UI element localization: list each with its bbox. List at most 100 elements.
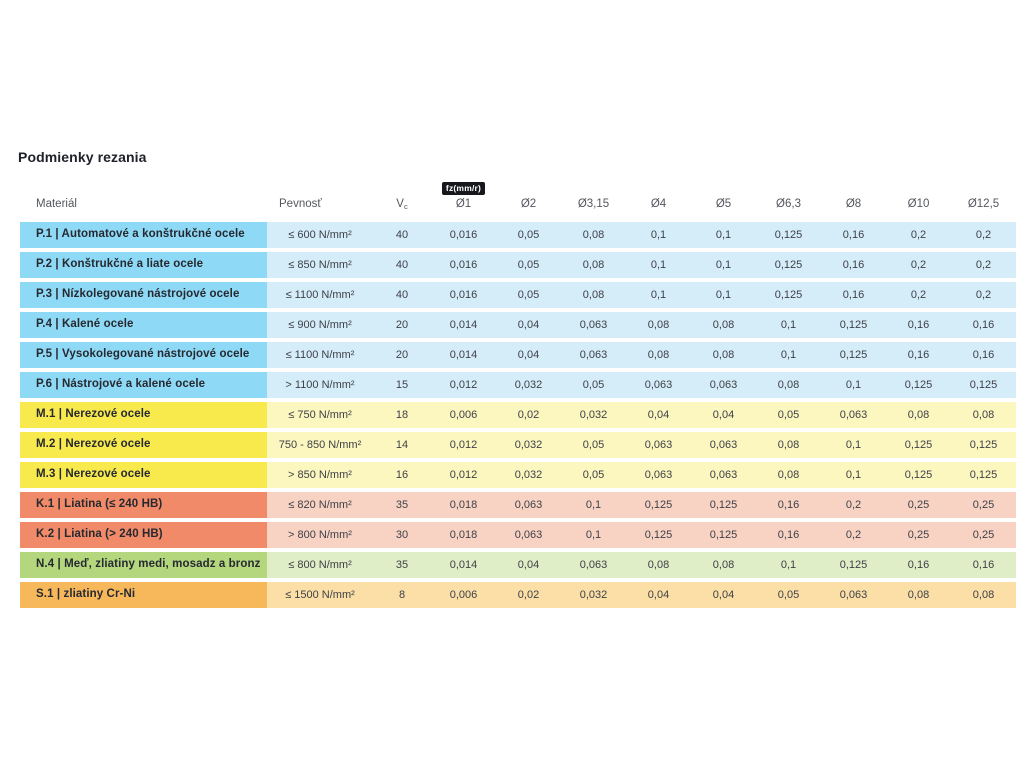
diameter-label: Ø3,15 <box>577 198 610 211</box>
fz-value-cell-d6: 0,05 <box>756 582 821 608</box>
fz-value-cell-d2: 0,063 <box>496 522 561 548</box>
diameter-label: Ø1 <box>455 198 472 211</box>
fz-value-cell-d1: 0,014 <box>431 312 496 338</box>
fz-value-cell-d5: 0,1 <box>691 222 756 248</box>
fz-value-cell-d9: 0,2 <box>951 282 1016 308</box>
fz-value-cell-d1: 0,016 <box>431 252 496 278</box>
fz-value-cell-d8: 0,08 <box>886 582 951 608</box>
fz-value-cell-d6: 0,1 <box>756 342 821 368</box>
fz-value-cell-d9: 0,125 <box>951 432 1016 458</box>
fz-value-cell-d5: 0,063 <box>691 372 756 398</box>
vc-cell: 35 <box>373 552 431 578</box>
vc-cell: 18 <box>373 402 431 428</box>
material-cell: P.1 | Automatové a konštrukčné ocele <box>20 222 267 248</box>
fz-value-cell-d3: 0,032 <box>561 582 626 608</box>
fz-value-cell-d9: 0,25 <box>951 522 1016 548</box>
fz-value-cell-d5: 0,1 <box>691 282 756 308</box>
fz-value-cell-d6: 0,1 <box>756 312 821 338</box>
page-title: Podmienky rezania <box>18 149 147 165</box>
cutting-conditions-table: Materiál Pevnosť Vc fz(mm/r) Ø1 Ø2 Ø3,15 Ø4 Ø… <box>20 179 1016 612</box>
fz-value-cell-d2: 0,032 <box>496 372 561 398</box>
diameter-label: Ø10 <box>907 198 930 211</box>
fz-value-cell-d4: 0,04 <box>626 402 691 428</box>
fz-value-cell-d2: 0,04 <box>496 342 561 368</box>
fz-value-cell-d8: 0,25 <box>886 492 951 518</box>
fz-unit-badge: fz(mm/r) <box>441 181 486 196</box>
table-row-P.2: P.2 | Konštrukčné a liate ocele ≤ 850 N/m… <box>20 252 1016 278</box>
diameter-label: Ø4 <box>650 198 667 211</box>
vc-cell: 40 <box>373 222 431 248</box>
fz-value-cell-d7: 0,1 <box>821 462 886 488</box>
pevnost-cell: > 850 N/mm² <box>267 462 373 488</box>
table-row-P.4: P.4 | Kalené ocele ≤ 900 N/mm² 20 0,014 0,04… <box>20 312 1016 338</box>
col-header-diameter-1: fz(mm/r) Ø1 <box>431 179 496 222</box>
fz-value-cell-d6: 0,16 <box>756 492 821 518</box>
fz-value-cell-d8: 0,16 <box>886 342 951 368</box>
fz-value-cell-d9: 0,08 <box>951 402 1016 428</box>
vc-cell: 30 <box>373 522 431 548</box>
vc-cell: 16 <box>373 462 431 488</box>
fz-value-cell-d4: 0,1 <box>626 282 691 308</box>
fz-value-cell-d4: 0,04 <box>626 582 691 608</box>
col-header-diameter-4: Ø4 <box>626 179 691 222</box>
vc-subscript: c <box>403 201 408 211</box>
fz-value-cell-d7: 0,16 <box>821 222 886 248</box>
material-cell: K.1 | Liatina (≤ 240 HB) <box>20 492 267 518</box>
fz-value-cell-d7: 0,1 <box>821 372 886 398</box>
fz-value-cell-d7: 0,1 <box>821 432 886 458</box>
fz-value-cell-d6: 0,125 <box>756 252 821 278</box>
fz-value-cell-d1: 0,018 <box>431 522 496 548</box>
fz-value-cell-d9: 0,08 <box>951 582 1016 608</box>
pevnost-cell: ≤ 1100 N/mm² <box>267 282 373 308</box>
table-row-P.5: P.5 | Vysokolegované nástrojové ocele ≤ 1… <box>20 342 1016 368</box>
fz-value-cell-d3: 0,08 <box>561 222 626 248</box>
fz-value-cell-d6: 0,08 <box>756 462 821 488</box>
table-row-N.4: N.4 | Meď, zliatiny medi, mosadz a bronz… <box>20 552 1016 578</box>
table-row-K.2: K.2 | Liatina (> 240 HB) > 800 N/mm² 30 0,0… <box>20 522 1016 548</box>
material-cell: M.3 | Nerezové ocele <box>20 462 267 488</box>
fz-value-cell-d9: 0,125 <box>951 462 1016 488</box>
fz-value-cell-d8: 0,2 <box>886 282 951 308</box>
diameter-label: Ø12,5 <box>967 198 1000 211</box>
fz-value-cell-d6: 0,05 <box>756 402 821 428</box>
fz-value-cell-d1: 0,012 <box>431 462 496 488</box>
col-header-diameter-6: Ø6,3 <box>756 179 821 222</box>
vc-cell: 15 <box>373 372 431 398</box>
fz-value-cell-d7: 0,2 <box>821 522 886 548</box>
fz-value-cell-d8: 0,08 <box>886 402 951 428</box>
col-header-diameter-5: Ø5 <box>691 179 756 222</box>
fz-value-cell-d5: 0,125 <box>691 492 756 518</box>
fz-value-cell-d6: 0,16 <box>756 522 821 548</box>
col-header-pevnost: Pevnosť <box>279 198 322 211</box>
fz-value-cell-d9: 0,2 <box>951 222 1016 248</box>
fz-value-cell-d9: 0,125 <box>951 372 1016 398</box>
fz-value-cell-d8: 0,2 <box>886 252 951 278</box>
fz-value-cell-d5: 0,04 <box>691 402 756 428</box>
fz-value-cell-d6: 0,08 <box>756 372 821 398</box>
fz-value-cell-d4: 0,1 <box>626 252 691 278</box>
table-body: P.1 | Automatové a konštrukčné ocele ≤ 60… <box>20 222 1016 608</box>
material-cell: P.5 | Vysokolegované nástrojové ocele <box>20 342 267 368</box>
fz-value-cell-d8: 0,125 <box>886 432 951 458</box>
fz-value-cell-d8: 0,2 <box>886 222 951 248</box>
diameter-label: Ø8 <box>845 198 862 211</box>
fz-value-cell-d3: 0,05 <box>561 432 626 458</box>
pevnost-cell: ≤ 820 N/mm² <box>267 492 373 518</box>
col-header-diameter-3: Ø3,15 <box>561 179 626 222</box>
fz-value-cell-d3: 0,05 <box>561 372 626 398</box>
fz-value-cell-d4: 0,063 <box>626 462 691 488</box>
fz-value-cell-d3: 0,063 <box>561 342 626 368</box>
diameter-label: Ø5 <box>715 198 732 211</box>
material-cell: N.4 | Meď, zliatiny medi, mosadz a bronz <box>20 552 267 578</box>
fz-value-cell-d3: 0,032 <box>561 402 626 428</box>
fz-value-cell-d3: 0,08 <box>561 252 626 278</box>
fz-value-cell-d2: 0,04 <box>496 552 561 578</box>
fz-value-cell-d5: 0,063 <box>691 432 756 458</box>
pevnost-cell: ≤ 600 N/mm² <box>267 222 373 248</box>
fz-value-cell-d1: 0,012 <box>431 372 496 398</box>
vc-cell: 40 <box>373 252 431 278</box>
table-row-P.6: P.6 | Nástrojové a kalené ocele > 1100 N/… <box>20 372 1016 398</box>
pevnost-cell: > 800 N/mm² <box>267 522 373 548</box>
fz-value-cell-d7: 0,2 <box>821 492 886 518</box>
fz-value-cell-d4: 0,125 <box>626 492 691 518</box>
